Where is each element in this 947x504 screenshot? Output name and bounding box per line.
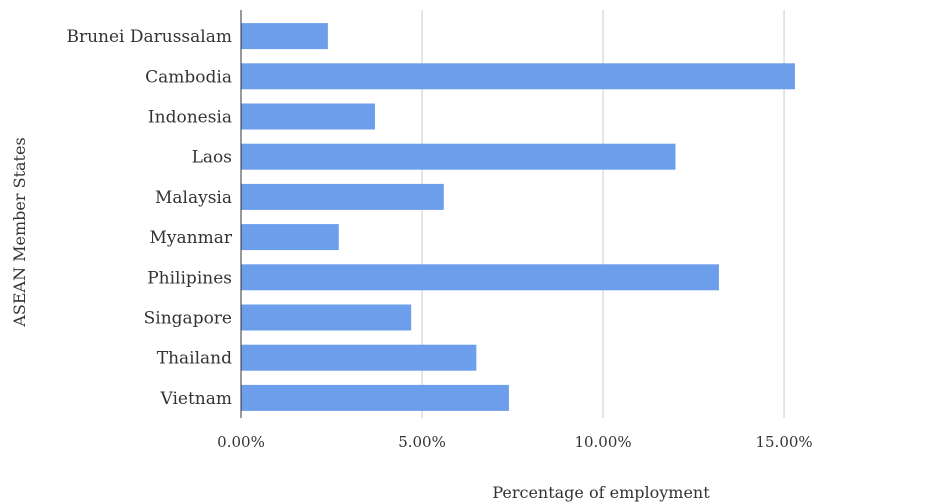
bar-singapore — [241, 304, 412, 331]
bars — [241, 23, 795, 411]
x-tick-labels: 0.00% 5.00% 10.00% 15.00% — [217, 433, 813, 451]
x-axis-title: Percentage of employment — [492, 483, 710, 502]
bar-laos — [241, 143, 676, 170]
category-label: Brunei Darussalam — [66, 27, 232, 47]
category-label: Malaysia — [155, 188, 232, 208]
category-label: Laos — [192, 148, 232, 168]
category-label: Thailand — [157, 349, 232, 369]
bar-thailand — [241, 344, 477, 371]
bar-vietnam — [241, 384, 509, 411]
bar-myanmar — [241, 224, 339, 251]
category-label: Myanmar — [150, 228, 233, 248]
x-tick-label: 15.00% — [755, 433, 812, 451]
x-tick-label: 0.00% — [217, 433, 265, 451]
bar-malaysia — [241, 183, 444, 210]
bar-cambodia — [241, 63, 795, 90]
category-label: Philipines — [147, 268, 232, 288]
bar-indonesia — [241, 103, 375, 130]
category-label: Indonesia — [148, 108, 232, 128]
y-axis-title: ASEAN Member States — [10, 137, 29, 327]
category-labels: Brunei Darussalam Cambodia Indonesia Laos Ma… — [66, 27, 232, 409]
category-label: Cambodia — [145, 67, 232, 87]
category-label: Vietnam — [159, 389, 232, 409]
category-label: Singapore — [144, 309, 232, 329]
bar-brunei-darussalam — [241, 23, 328, 50]
bar-philipines — [241, 264, 719, 291]
x-tick-label: 5.00% — [398, 433, 446, 451]
x-tick-label: 10.00% — [574, 433, 631, 451]
